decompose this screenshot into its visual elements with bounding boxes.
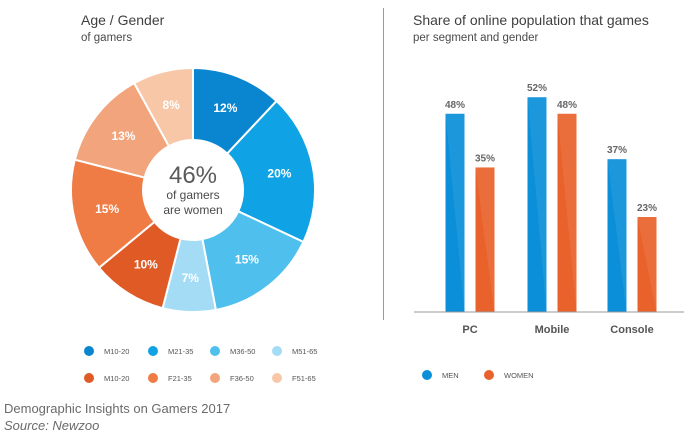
x-tick-label-mobile: Mobile <box>535 324 570 336</box>
legend-swatch <box>84 346 94 356</box>
donut-slice-label: 7% <box>182 271 200 285</box>
footer-source: Source: Newzoo <box>4 418 100 433</box>
legend-item-m10-20: M10-20 <box>84 373 129 383</box>
legend-label: F36-50 <box>230 373 254 383</box>
bar-shading <box>445 113 465 312</box>
bar-men-mobile <box>527 97 547 313</box>
legend-swatch <box>272 346 282 356</box>
legend-item-women: WOMEN <box>484 370 534 380</box>
legend-swatch <box>272 373 282 383</box>
x-tick-label-pc: PC <box>462 324 477 336</box>
legend-label: F51-65 <box>292 373 316 383</box>
donut-center-value: 46% <box>169 162 217 189</box>
bar-value-label: 52% <box>527 83 547 94</box>
legend-item-m10-20: M10-20 <box>84 346 129 356</box>
legend-item-m36-50: M36-50 <box>210 346 255 356</box>
legend-label: WOMEN <box>504 370 534 380</box>
bar-value-label: 48% <box>445 100 465 111</box>
donut-chart: 12% 20% 15% 7% 10% 15% 13% 8% 46% of gamers are… <box>70 66 316 313</box>
legend-label: M36-50 <box>230 346 256 356</box>
bar-women-pc <box>475 167 495 312</box>
bar-women-mobile <box>557 113 577 312</box>
donut-slice-label: 12% <box>213 101 237 115</box>
donut-slice-label: 10% <box>134 257 158 271</box>
legend-item-f21-35: F21-35 <box>148 373 192 383</box>
legend-item-f36-50: F36-50 <box>210 373 254 383</box>
legend-swatch <box>84 373 94 383</box>
legend-label: M21-35 <box>168 346 194 356</box>
donut-slice-label: 15% <box>235 253 259 267</box>
bar-chart-title: Share of online population that games <box>413 12 649 28</box>
bar-shading <box>475 167 495 312</box>
legend-swatch <box>148 373 158 383</box>
bar-shading <box>557 113 577 312</box>
bar-value-label: 37% <box>607 145 627 156</box>
donut-center-line2: are women <box>163 203 222 217</box>
legend-swatch <box>484 370 494 380</box>
donut-slice-f21-35-5 <box>70 158 156 270</box>
legend-label: M51-65 <box>292 346 318 356</box>
donut-slice-m21-35-1 <box>225 99 316 244</box>
bar-chart: 48% 35% 52% 48% 37% 23% PC Mobile Console <box>414 83 684 336</box>
legend-item-f51-65: F51-65 <box>272 373 316 383</box>
legend-label: M10-20 <box>104 373 130 383</box>
x-tick-label-console: Console <box>610 324 653 336</box>
legend-label: M10-20 <box>104 346 130 356</box>
donut-center-line1: of gamers <box>166 188 219 202</box>
bar-shading <box>607 159 627 312</box>
bar-shading <box>527 97 547 313</box>
bar-value-label: 23% <box>637 203 657 214</box>
donut-slice-label: 15% <box>95 202 119 216</box>
bar-chart-subtitle: per segment and gender <box>413 32 539 44</box>
footer-title: Demographic Insights on Gamers 2017 <box>4 401 231 416</box>
donut-subtitle: of gamers <box>81 32 133 44</box>
bar-value-label: 35% <box>475 153 495 164</box>
donut-slice-m36-50-2 <box>201 209 305 312</box>
donut-slice-label: 8% <box>162 98 180 112</box>
bar-shading <box>637 217 657 312</box>
legend-item-m51-65: M51-65 <box>272 346 317 356</box>
donut-slice-f51-65-7 <box>132 66 194 148</box>
donut-slice-label: 20% <box>267 167 291 181</box>
legend-item-m21-35: M21-35 <box>148 346 193 356</box>
bar-value-label: 48% <box>557 100 577 111</box>
bar-men-console <box>607 159 627 312</box>
legend-swatch <box>422 370 432 380</box>
chart-divider <box>383 8 384 320</box>
legend-label: F21-35 <box>168 373 192 383</box>
bar-men-pc <box>445 113 465 312</box>
legend-item-men: MEN <box>422 370 459 380</box>
legend-swatch <box>210 373 220 383</box>
donut-slice-label: 13% <box>111 129 135 143</box>
legend-label: MEN <box>442 370 459 380</box>
legend-swatch <box>210 346 220 356</box>
bar-women-console <box>637 217 657 312</box>
legend-swatch <box>148 346 158 356</box>
donut-title: Age / Gender <box>81 12 165 28</box>
